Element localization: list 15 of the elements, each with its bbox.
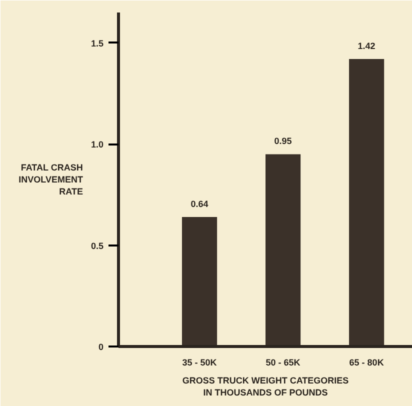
bar bbox=[266, 154, 301, 346]
x-tick-label: 50 - 65K bbox=[266, 358, 301, 368]
data-label: 0.64 bbox=[190, 198, 208, 209]
y-tick-label: 1.5 bbox=[90, 38, 104, 48]
y-axis-title: FATAL CRASH INVOLVEMENT RATE bbox=[18, 162, 84, 196]
y-tick-label: 0 bbox=[98, 342, 104, 352]
x-axis-title: GROSS TRUCK WEIGHT CATEGORIES IN THOUSANDS OF POUNDS bbox=[182, 376, 349, 398]
bar bbox=[349, 59, 384, 346]
data-label: 0.95 bbox=[274, 136, 292, 146]
bar bbox=[182, 216, 218, 346]
y-tick-label: 0.5 bbox=[90, 240, 104, 251]
data-label: 1.42 bbox=[358, 41, 376, 52]
x-tick-label: 35 - 50K bbox=[182, 358, 218, 368]
y-tick-label: 1.0 bbox=[90, 140, 104, 150]
x-tick-label: 65 - 80K bbox=[349, 358, 384, 368]
